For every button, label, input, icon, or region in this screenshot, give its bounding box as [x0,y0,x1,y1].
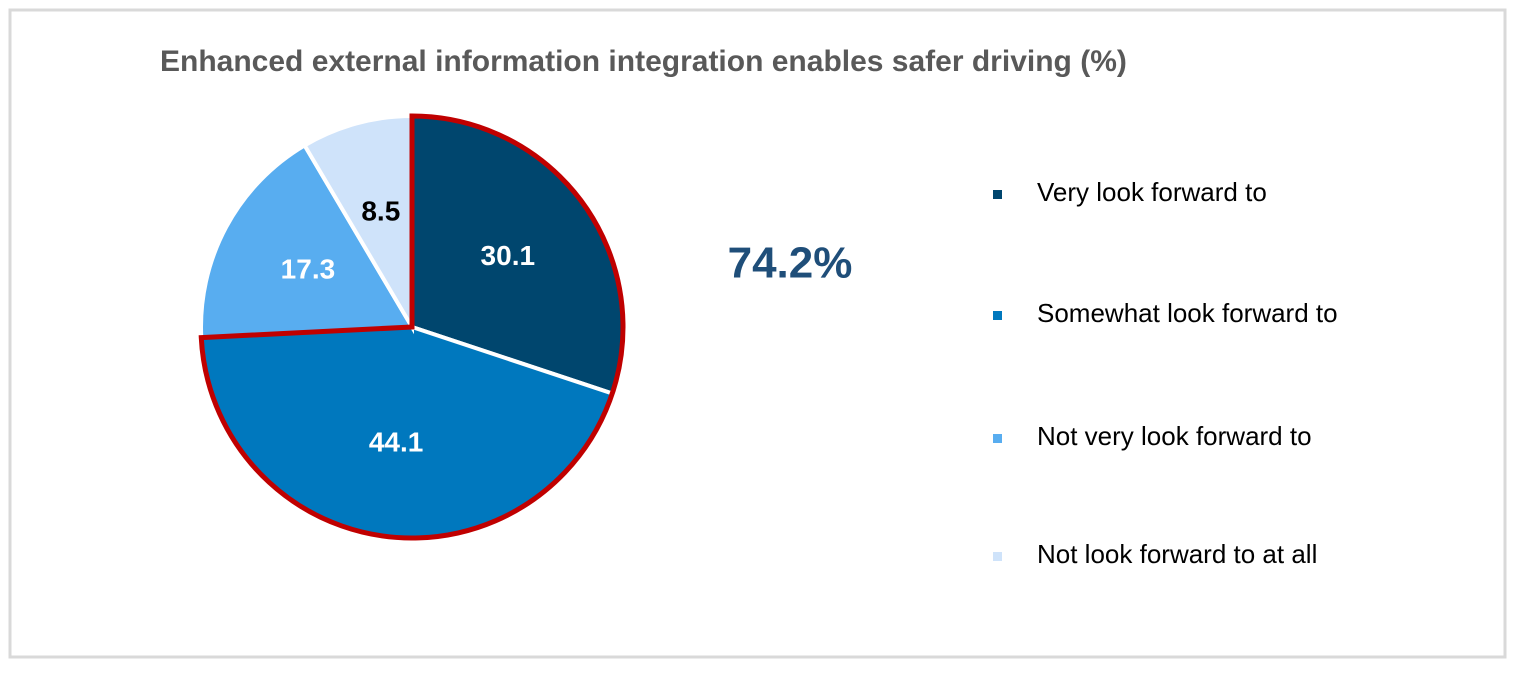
legend-label: Not very look forward to [1037,421,1312,451]
annotation: 74.2% [728,239,853,288]
legend-label: Somewhat look forward to [1037,298,1338,328]
legend-marker [993,552,1002,561]
data-label: 30.1 [481,240,536,271]
legend-marker [993,434,1002,443]
data-label: 17.3 [281,253,336,284]
highlight-outline [198,113,626,541]
legend-marker [993,311,1002,320]
pie-slice [199,142,416,340]
pie-slice [301,113,414,335]
legend-label: Very look forward to [1037,177,1267,207]
data-label: 8.5 [361,195,400,226]
data-label: 44.1 [369,426,424,457]
legend-marker [993,190,1002,199]
chart-title: Enhanced external information integratio… [160,45,1127,78]
legend-label: Not look forward to at all [1037,539,1317,569]
